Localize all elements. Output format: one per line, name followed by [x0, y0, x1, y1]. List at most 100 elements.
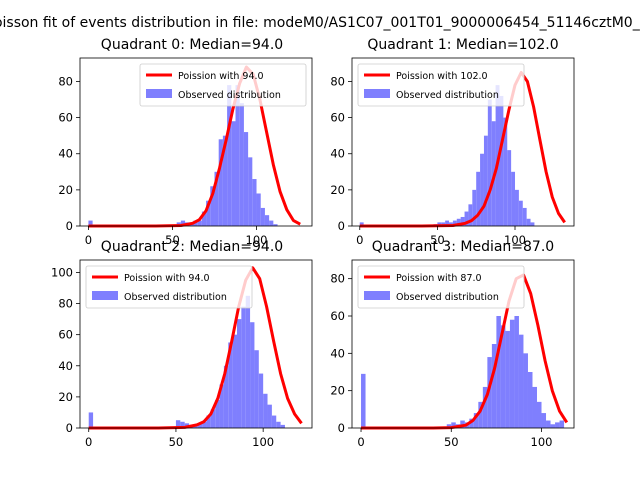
histogram-bar [245, 295, 251, 428]
x-tick-label: 0 [85, 435, 92, 449]
histogram-bar [527, 372, 533, 428]
histogram-bar [473, 413, 479, 428]
histogram-bar [254, 350, 259, 428]
histogram-bar [215, 400, 220, 428]
histogram-bar [500, 325, 506, 428]
histogram-bar [218, 139, 223, 226]
histogram-bar [263, 393, 268, 428]
poisson-fit-line [88, 65, 301, 228]
histogram-bar [271, 415, 277, 428]
x-tick-label: 50 [165, 233, 180, 247]
y-tick-label: 40 [330, 147, 345, 161]
histogram-bar [452, 220, 457, 226]
histogram-bar [276, 421, 281, 428]
histogram-bar [361, 373, 366, 428]
histogram-bar [231, 121, 236, 226]
y-tick-label: 80 [58, 297, 73, 311]
x-tick-label: 50 [169, 435, 184, 449]
histogram-bar [206, 415, 211, 428]
histogram-bar [526, 218, 531, 226]
y-tick-label: 60 [330, 309, 345, 323]
histogram-bar [201, 211, 207, 226]
histogram-bar [241, 306, 246, 428]
y-tick-label: 80 [58, 74, 73, 88]
x-tick-label: 50 [444, 435, 459, 449]
histogram-bar [511, 171, 516, 226]
histogram-bar [464, 211, 469, 226]
legend-label-observed: Observed distribution [124, 292, 227, 303]
histogram-bar [248, 157, 253, 226]
legend: Poission with 94.0 Observed distribution [85, 265, 253, 309]
axes-frame [79, 57, 313, 227]
histogram-bar [219, 384, 224, 428]
histogram-bar [559, 420, 565, 428]
histogram-bar [514, 316, 519, 428]
panel-quadrant-1: Quadrant 1: Median=102.0 0 50 100 0 20 40 60 80… [330, 37, 575, 247]
legend-label-fit: Poission with 94.0 [124, 273, 210, 284]
y-tick-label: 40 [330, 346, 345, 360]
poisson-fit-line [88, 266, 303, 430]
histogram-bar [482, 386, 488, 428]
histogram-bar [210, 186, 215, 226]
poisson-fit-line [359, 71, 566, 228]
histogram-bar [469, 418, 474, 428]
histogram-bar [518, 200, 523, 226]
histogram-bar [258, 373, 264, 428]
y-tick-label: 0 [338, 219, 345, 233]
y-tick-label: 80 [330, 74, 345, 88]
legend-label-fit: Poission with 87.0 [396, 273, 482, 284]
histogram-bar [496, 316, 501, 428]
histogram-bar [451, 422, 456, 428]
histogram-bar [197, 220, 202, 226]
histogram-bar [541, 413, 547, 428]
histogram-bar [505, 330, 510, 428]
panel-quadrant-2: Quadrant 2: Median=94.0 0 50 100 0 20 40 60 80 1… [51, 239, 313, 449]
y-tick-label: 100 [51, 265, 73, 279]
y-tick-label: 20 [330, 183, 345, 197]
histogram-bar [243, 132, 249, 226]
histogram-bar [437, 222, 442, 226]
histogram-bar [523, 353, 528, 428]
histogram-bar [267, 404, 272, 428]
histogram-bar [503, 117, 508, 226]
histogram-bar [483, 135, 488, 226]
histogram-bar [537, 401, 542, 428]
histogram-bar [530, 222, 535, 226]
panel-title: Quadrant 1: Median=102.0 [367, 37, 558, 53]
x-tick-label: 0 [85, 233, 92, 247]
legend-box [139, 63, 307, 107]
histogram-bar [228, 342, 233, 428]
histogram-bar [518, 334, 524, 428]
y-tick-label: 20 [58, 390, 73, 404]
y-tick-label: 80 [330, 272, 345, 286]
legend-label-observed: Observed distribution [396, 90, 499, 101]
histogram-bar [227, 85, 232, 226]
histogram-bar [210, 409, 216, 428]
panel-title: Quadrant 3: Median=87.0 [372, 239, 554, 255]
histogram-bar [499, 95, 504, 226]
axes-frame [79, 259, 313, 429]
x-tick-label: 50 [430, 233, 445, 247]
histogram-bar [180, 421, 185, 428]
panel-title: Quadrant 0: Median=94.0 [101, 37, 283, 53]
histogram-bar [235, 85, 240, 226]
panel-quadrant-0: Quadrant 0: Median=94.0 0 50 100 0 20 40 60 80 P… [58, 37, 313, 247]
y-tick-label: 40 [58, 359, 73, 373]
histogram-bar [197, 423, 203, 428]
panel-quadrant-3: Quadrant 3: Median=87.0 0 50 100 0 20 40 60 80 P… [330, 239, 575, 449]
y-tick-label: 40 [58, 147, 73, 161]
legend-patch-swatch [364, 291, 390, 300]
histogram-bar [495, 85, 500, 226]
histogram-bar [252, 179, 257, 226]
histogram-bar [223, 365, 229, 428]
histogram-bar [509, 319, 515, 428]
x-tick-label: 0 [357, 435, 364, 449]
histogram-bar [460, 216, 465, 226]
legend-box [357, 265, 525, 309]
y-tick-label: 20 [58, 183, 73, 197]
y-tick-label: 0 [66, 219, 73, 233]
legend-box [357, 63, 525, 107]
y-tick-label: 60 [58, 111, 73, 125]
histogram-bar [515, 189, 519, 226]
